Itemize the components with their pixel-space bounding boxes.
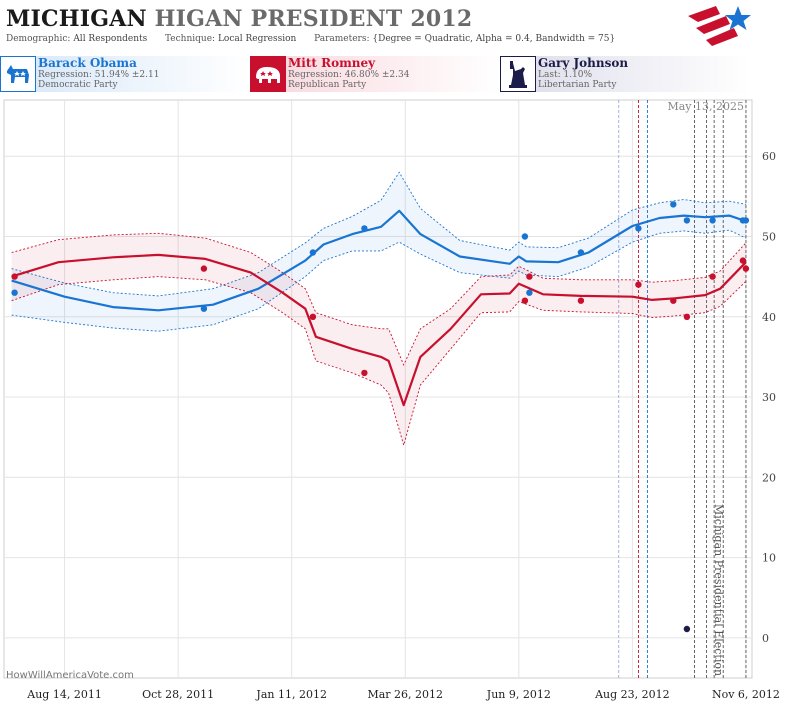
candidate-card-obama: Barack Obama Regression: 51.94% ±2.11 De… <box>0 56 250 92</box>
mitt-romney-poll-point <box>521 297 529 304</box>
barack-obama-band-lower <box>11 229 747 332</box>
y-tick-label: 0 <box>762 632 769 645</box>
mitt-romney-poll-point <box>742 265 750 272</box>
poll-chart: 0 10 20 30 40 50 60 Aug 14, 2011 Oct 28, 2011 Jan… <box>3 99 780 701</box>
barack-obama-poll-point <box>11 289 18 296</box>
x-tick-label: Aug 23, 2012 <box>594 688 670 701</box>
x-tick-label: Aug 14, 2011 <box>26 688 102 701</box>
barack-obama-poll-point <box>526 289 533 296</box>
mitt-romney-poll-point <box>577 297 585 304</box>
candidate-name: Barack Obama <box>38 56 137 70</box>
mitt-romney-band-upper <box>11 232 747 367</box>
demographic-label: Demographic: <box>6 34 71 44</box>
x-tick-label: Jun 9, 2012 <box>486 688 551 701</box>
mitt-romney-poll-point <box>635 281 642 288</box>
mitt-romney-poll-point <box>200 265 208 272</box>
page-title: MICHIGAN HIGAN PRESIDENT 2012 <box>6 6 472 32</box>
candidate-card-romney: Mitt Romney Regression: 46.80% ±2.34 Rep… <box>250 56 500 92</box>
parameters-line: Demographic: All Respondents Technique: … <box>6 34 615 44</box>
barack-obama-poll-point <box>670 201 677 208</box>
x-tick-label: Jan 11, 2012 <box>255 688 327 701</box>
card-background <box>500 56 750 92</box>
y-tick-label: 60 <box>762 150 776 163</box>
election-label: Michigan Presidential Election <box>712 504 725 676</box>
mitt-romney-band-lower <box>11 276 747 447</box>
header: MICHIGAN HIGAN PRESIDENT 2012 Demographi… <box>0 0 789 54</box>
barack-obama-poll-point <box>709 217 716 224</box>
barack-obama-poll-point <box>742 217 750 224</box>
mitt-romney-poll-point <box>709 273 716 280</box>
barack-obama-poll-point <box>521 233 529 240</box>
x-tick-label: Oct 28, 2011 <box>142 688 214 701</box>
barack-obama-poll-point <box>200 305 208 312</box>
date-stamp: May 13, 2025 <box>667 100 744 113</box>
mitt-romney-poll-point <box>670 297 677 304</box>
barack-obama-poll-point <box>361 225 368 232</box>
mitt-romney-trend-line <box>11 253 747 407</box>
mitt-romney-poll-point <box>739 257 747 264</box>
candidate-name: Mitt Romney <box>288 56 376 70</box>
title-race: HIGAN PRESIDENT 2012 <box>154 6 473 32</box>
elephant-icon <box>250 56 286 92</box>
barack-obama-band <box>11 172 746 332</box>
barack-obama-poll-point <box>683 217 691 224</box>
mitt-romney-poll-point <box>683 313 691 320</box>
donkey-icon <box>0 56 36 92</box>
parameters-value: {Degree = Quadratic, Alpha = 0.4, Bandwi… <box>372 34 616 44</box>
y-tick-label: 50 <box>762 230 776 243</box>
candidate-party: Democratic Party <box>38 80 118 90</box>
barack-obama-poll-point <box>309 249 317 256</box>
mitt-romney-poll-point <box>526 273 533 280</box>
barack-obama-poll-point <box>577 249 585 256</box>
mitt-romney-poll-point <box>361 369 368 377</box>
y-tick-label: 20 <box>762 471 776 484</box>
gary-johnson-poll-point <box>683 625 691 633</box>
star-logo-icon <box>688 6 751 46</box>
technique-value: Local Regression <box>217 34 297 44</box>
candidate-party: Libertarian Party <box>538 80 617 90</box>
y-tick-label: 40 <box>762 311 776 324</box>
parameters-label: Parameters: <box>314 34 370 44</box>
y-tick-label: 30 <box>762 391 776 404</box>
candidate-card-johnson: Gary Johnson Last: 1.10% Libertarian Par… <box>500 56 750 92</box>
mitt-romney-poll-point <box>11 273 18 280</box>
liberty-statue-icon <box>500 56 536 92</box>
title-state: MICHIGAN <box>6 6 147 32</box>
mitt-romney-poll-point <box>309 313 317 320</box>
candidate-name: Gary Johnson <box>538 56 629 70</box>
candidate-stat: Regression: 51.94% ±2.11 <box>38 70 160 80</box>
candidate-party: Republican Party <box>288 80 367 90</box>
technique-label: Technique: <box>165 34 216 44</box>
barack-obama-band-upper <box>11 171 746 297</box>
plot-frame <box>3 99 753 679</box>
mitt-romney-band <box>11 233 746 446</box>
y-tick-label: 10 <box>762 552 776 565</box>
barack-obama-poll-point <box>635 225 642 232</box>
candidate-stat: Regression: 46.80% ±2.34 <box>288 70 410 80</box>
card-background <box>0 56 250 92</box>
candidate-stat: Last: 1.10% <box>538 70 593 80</box>
x-tick-label: Nov 6, 2012 <box>712 688 780 701</box>
x-tick-label: Mar 26, 2012 <box>367 688 443 701</box>
watermark: HowWillAmericaVote.com <box>6 670 134 681</box>
card-background <box>250 56 500 92</box>
demographic-value: All Respondents <box>73 34 148 44</box>
